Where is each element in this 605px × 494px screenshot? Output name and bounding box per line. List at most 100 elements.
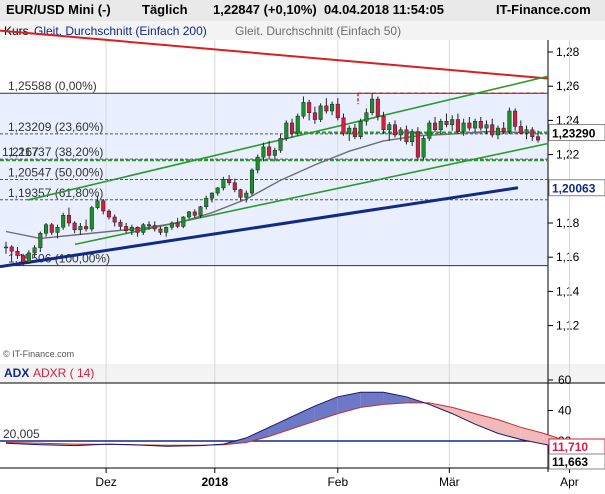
adx-legend-bar (0, 364, 605, 383)
candle-body (221, 179, 226, 189)
x-tick-label: 2018 (201, 475, 228, 489)
y-tick-label: 1,16 (556, 250, 580, 264)
candle-body (513, 110, 518, 127)
right-value-box (548, 179, 605, 197)
symbol-title: EUR/USD Mini (-) (6, 2, 111, 17)
candle-body (175, 222, 180, 227)
candle-body (49, 224, 54, 233)
y-tick-label: 1,18 (556, 216, 580, 230)
candle-body (427, 122, 432, 139)
sma200-line (0, 186, 519, 269)
fib-label: 1,20547 (50,00%) (8, 165, 103, 179)
candle-body (26, 252, 31, 263)
candle-body (267, 146, 272, 156)
candle-body (518, 126, 523, 134)
candle-body (335, 103, 340, 119)
fib-label: 1,21737 (38,20%) (8, 145, 103, 159)
adx-fill-blue (337, 392, 361, 414)
x-tick-label: Feb (327, 475, 348, 489)
legend-sma50: Gleit. Durchschnitt (Einfach 50) (235, 24, 402, 38)
candle-body (307, 102, 312, 113)
candle-body (352, 127, 357, 137)
interval-label: Täglich (142, 2, 188, 17)
downtrend-line (0, 29, 549, 80)
adx-right-value-label: 11,663 (552, 455, 588, 469)
x-tick-label: Apr (560, 475, 579, 489)
candle-body (473, 121, 478, 129)
candle-body (433, 122, 438, 131)
candle-body (78, 226, 83, 231)
y-tick-label: 1,26 (556, 79, 580, 93)
candle-body (255, 156, 260, 171)
candle-body (438, 121, 443, 131)
candle-body (55, 227, 60, 233)
candle-body (61, 215, 66, 228)
candle-body (347, 127, 352, 134)
candle-body (455, 119, 460, 132)
legend-bar (0, 21, 605, 40)
candle-body (284, 122, 289, 139)
candle-body (278, 138, 283, 151)
candle-body (95, 200, 100, 208)
candle-body (15, 250, 20, 256)
candle-body (330, 103, 335, 112)
candle-body (461, 122, 466, 132)
candle-body (129, 227, 134, 231)
right-value-box (548, 124, 605, 142)
candle-body (507, 110, 512, 132)
adx-fill-red (520, 427, 544, 445)
candle-body (44, 224, 49, 234)
candle-body (164, 227, 169, 233)
candle-body (387, 124, 392, 131)
legend-price: Kurs (4, 24, 29, 38)
candle-body (444, 121, 449, 125)
candle-body (9, 246, 14, 252)
candle-body (404, 129, 409, 143)
candle-body (238, 189, 243, 198)
adx-fill-blue (246, 427, 270, 443)
adx-line (5, 391, 605, 454)
candle-body (535, 136, 541, 141)
candle-body (152, 225, 157, 230)
candle-body (312, 112, 317, 120)
candle-body (375, 98, 380, 117)
adx-y-tick-label: 40 (558, 404, 572, 418)
candle-body (209, 192, 214, 199)
candle-body (249, 169, 255, 194)
x-tick-label: Mär (439, 475, 460, 489)
candle-body (341, 117, 346, 134)
candle-body (364, 112, 369, 122)
candle-body (106, 210, 111, 218)
candle-body (295, 115, 300, 134)
candle-body (324, 105, 329, 112)
y-tick-label: 1,28 (556, 45, 580, 59)
legend-sma200: Gleit. Durchschnitt (Einfach 200) (34, 24, 207, 38)
y-tick-label: 1,24 (556, 113, 580, 127)
candle-body (484, 124, 489, 129)
candle-body (232, 182, 237, 190)
candle-body (467, 122, 472, 129)
candle-body (244, 192, 249, 198)
candle-body (410, 131, 415, 143)
candle-body (261, 146, 266, 158)
candle-body (3, 246, 9, 249)
adx-fill-blue (269, 416, 293, 437)
candle-body (501, 127, 506, 132)
candle-body (490, 124, 495, 136)
candle-body (381, 115, 386, 131)
candle-body (478, 121, 483, 129)
right-value-label: 1,20063 (552, 182, 596, 196)
adx-right-value-box (548, 453, 605, 470)
candle-body (72, 222, 77, 231)
watermark: © IT-Finance.com (3, 349, 74, 359)
x-tick-label: Dez (95, 475, 116, 489)
brand-label: IT-Finance.com (496, 2, 591, 17)
candle-body (101, 200, 106, 212)
candle-body (181, 216, 186, 227)
right-value-label: 1,23290 (552, 127, 596, 141)
candle-body (66, 215, 71, 224)
price-change: 1,22847 (+0,10%) (213, 2, 317, 17)
candle-body (227, 179, 232, 184)
legend-adx: ADX (4, 366, 30, 380)
